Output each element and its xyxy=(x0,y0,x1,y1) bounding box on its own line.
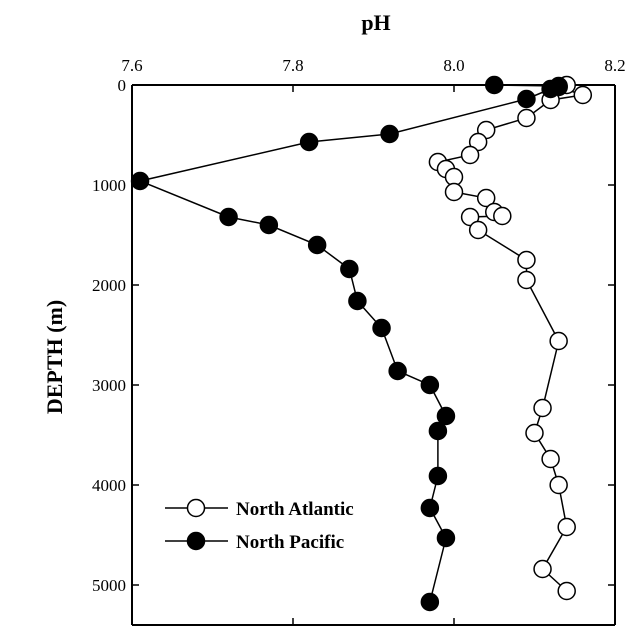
north-pacific-point xyxy=(541,79,560,99)
north-pacific-point xyxy=(436,406,456,426)
y-tick-label: 5000 xyxy=(92,576,126,595)
x-tick-label: 8.2 xyxy=(604,56,625,75)
north-pacific-point xyxy=(420,592,440,612)
north-atlantic-point xyxy=(549,475,568,495)
north-atlantic-point xyxy=(549,331,568,351)
north-atlantic-point xyxy=(533,559,552,579)
north-atlantic-series xyxy=(428,75,593,601)
north-pacific-point xyxy=(372,318,391,338)
north-atlantic-point xyxy=(476,188,496,208)
north-atlantic-point xyxy=(468,220,488,240)
north-atlantic-point xyxy=(557,517,576,537)
north-atlantic-point xyxy=(533,398,552,418)
north-pacific-point xyxy=(517,89,536,109)
north-atlantic-point xyxy=(557,581,576,601)
north-atlantic-point xyxy=(517,108,536,128)
north-atlantic-point xyxy=(460,145,480,165)
y-tick-label: 0 xyxy=(118,76,127,95)
north-atlantic-point xyxy=(517,250,536,270)
north-atlantic-point xyxy=(493,206,512,226)
north-atlantic-point xyxy=(517,270,536,290)
north-atlantic-point xyxy=(444,182,464,202)
legend-label-north-pacific: North Pacific xyxy=(236,532,344,553)
legend: North Atlantic North Pacific xyxy=(165,498,354,553)
north-pacific-point xyxy=(259,215,279,235)
x-tick-label: 7.6 xyxy=(121,56,142,75)
north-pacific-point xyxy=(420,375,440,395)
north-pacific-point xyxy=(307,235,327,255)
north-atlantic-point xyxy=(573,85,593,105)
y-tick-label: 3000 xyxy=(92,376,126,395)
north-pacific-point xyxy=(348,291,367,311)
y-tick-label: 1000 xyxy=(92,176,126,195)
y-tick-label: 4000 xyxy=(92,476,126,495)
north-pacific-point xyxy=(420,498,440,518)
north-pacific-point xyxy=(130,171,150,191)
north-pacific-point xyxy=(436,528,456,548)
x-tick-label: 8.0 xyxy=(443,56,464,75)
north-pacific-point xyxy=(388,361,407,381)
y-tick-label: 2000 xyxy=(92,276,126,295)
north-pacific-series xyxy=(130,75,568,612)
north-atlantic-point xyxy=(525,423,544,443)
north-pacific-point xyxy=(340,259,359,279)
x-axis-title: pH xyxy=(361,10,390,35)
y-axis-title: DEPTH (m) xyxy=(42,300,67,414)
legend-marker-north-atlantic xyxy=(186,498,206,518)
north-pacific-point xyxy=(380,124,399,144)
north-atlantic-point xyxy=(541,449,560,469)
north-pacific-point xyxy=(428,421,448,441)
north-pacific-point xyxy=(299,132,319,152)
data-series xyxy=(130,75,593,612)
north-pacific-point xyxy=(428,466,448,486)
axis-ticks: 7.6 7.8 8.0 8.2 0 1000 2000 3000 4000 5000 xyxy=(92,56,626,625)
north-pacific-point xyxy=(485,75,504,95)
x-tick-label: 7.8 xyxy=(282,56,303,75)
north-pacific-point xyxy=(219,207,238,227)
north-pacific-line xyxy=(137,84,559,603)
legend-label-north-atlantic: North Atlantic xyxy=(236,499,354,520)
legend-marker-north-pacific xyxy=(186,531,206,551)
